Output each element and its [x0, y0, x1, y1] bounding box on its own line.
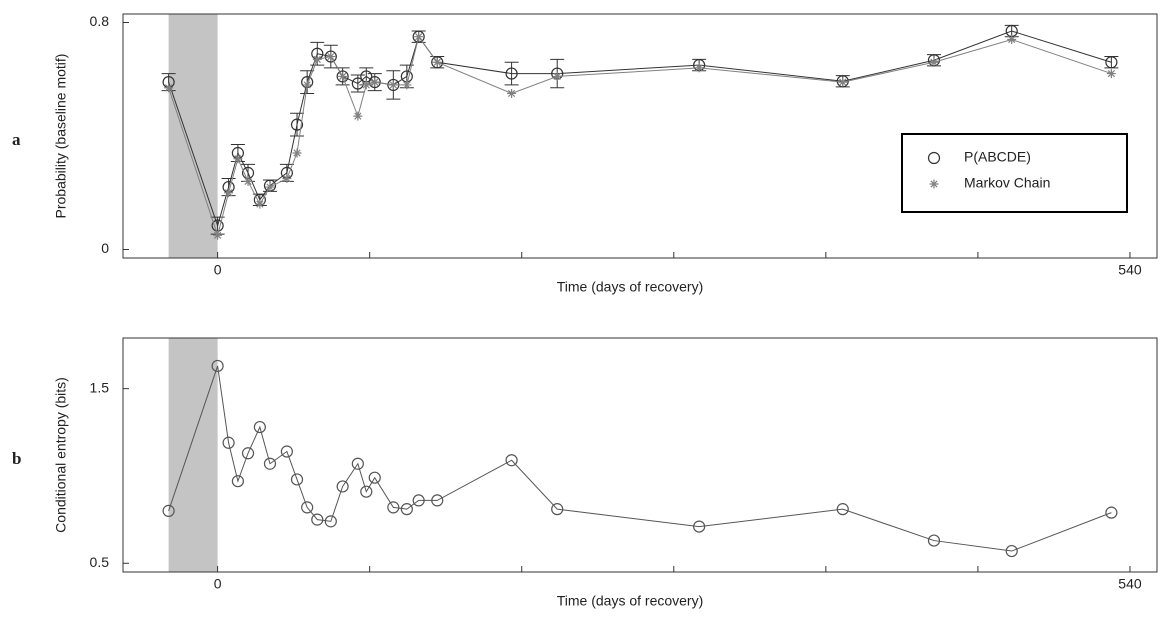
x-tick-label: 0	[214, 576, 222, 592]
legend-label: P(ABCDE)	[964, 149, 1031, 165]
circle-marker	[927, 534, 941, 547]
asterisk-marker	[312, 54, 322, 64]
series-line	[168, 365, 1112, 552]
asterisk-marker	[338, 71, 348, 81]
asterisk-marker	[224, 188, 234, 198]
x-axis-label: Time (days of recovery)	[557, 593, 704, 609]
circle-marker	[311, 513, 324, 526]
circle-marker	[253, 420, 266, 434]
asterisk-marker	[929, 57, 939, 67]
asterisk-marker	[388, 80, 398, 90]
asterisk-marker	[326, 52, 336, 62]
circle-marker	[360, 485, 373, 498]
asterisk-marker	[552, 71, 562, 81]
circle-marker	[211, 359, 224, 373]
circle-marker	[336, 70, 349, 83]
asterisk-marker	[1106, 69, 1116, 79]
asterisk-marker	[432, 57, 442, 67]
panel-label: a	[12, 130, 21, 149]
asterisk-marker	[929, 179, 939, 189]
y-tick-label: 0.8	[90, 13, 110, 29]
circle-marker	[231, 475, 244, 488]
x-axis-label: Time (days of recovery)	[557, 279, 704, 295]
circle-marker	[836, 503, 849, 516]
legend-label: Markov Chain	[964, 175, 1050, 191]
asterisk-marker	[694, 63, 704, 73]
asterisk-marker	[255, 199, 265, 209]
error-bar	[290, 112, 305, 137]
asterisk-marker	[265, 182, 275, 192]
circle-marker	[162, 504, 175, 517]
circle-marker	[431, 56, 444, 69]
circle-marker	[927, 151, 941, 165]
error-bar	[504, 61, 519, 86]
circle-marker	[505, 454, 518, 467]
y-axis-label: Probability (baseline motif)	[53, 54, 69, 219]
asterisk-marker	[233, 154, 243, 164]
y-tick-label: 0.5	[90, 554, 110, 570]
circle-marker	[1105, 56, 1118, 69]
circle-marker	[400, 503, 413, 516]
circle-marker	[324, 515, 337, 528]
asterisk-marker	[361, 80, 371, 90]
x-tick-label: 0	[214, 262, 222, 278]
circle-marker	[693, 520, 706, 533]
circle-marker	[431, 494, 444, 507]
asterisk-marker	[302, 80, 312, 90]
asterisk-marker	[164, 83, 174, 93]
circle-marker	[551, 503, 564, 516]
circle-marker	[351, 77, 364, 90]
asterisk-marker	[838, 77, 848, 87]
y-tick-label: 0	[101, 240, 109, 256]
axes-box	[122, 13, 1158, 259]
y-tick-label: 1.5	[90, 379, 110, 395]
circle-marker	[351, 457, 364, 470]
axes-box	[122, 337, 1158, 573]
circle-marker	[280, 445, 293, 458]
legend: P(ABCDE) Markov Chain	[901, 133, 1128, 213]
circle-marker	[290, 118, 304, 131]
asterisk-marker	[353, 111, 363, 121]
legend-box	[901, 133, 1128, 213]
circle-marker	[301, 501, 314, 514]
circle-marker	[290, 473, 304, 486]
asterisk-marker	[282, 174, 292, 184]
panel-1: 0.5 1.5 0 540 Time (days of recovery) Conditi…	[12, 337, 1158, 609]
circle-marker	[1105, 506, 1118, 519]
circle-marker	[222, 436, 235, 449]
asterisk-marker	[370, 77, 380, 87]
asterisk-marker	[213, 230, 223, 240]
circle-marker	[368, 471, 381, 484]
circle-marker	[263, 457, 277, 470]
circle-marker	[336, 480, 349, 493]
circle-marker	[387, 501, 400, 514]
asterisk-marker	[507, 88, 517, 98]
asterisk-marker	[292, 148, 302, 158]
circle-marker	[412, 30, 425, 43]
x-tick-label: 540	[1118, 576, 1142, 592]
asterisk-marker	[402, 80, 412, 90]
panel-label: b	[12, 449, 21, 468]
asterisk-marker	[243, 176, 253, 186]
circle-marker	[241, 447, 255, 460]
panel-0: 0 0.8 0 540 Time (days of recovery) Probabili…	[12, 13, 1158, 295]
circle-marker	[324, 50, 337, 63]
circle-marker	[505, 67, 518, 80]
x-tick-label: 540	[1118, 262, 1142, 278]
asterisk-marker	[1007, 35, 1017, 45]
shaded-region	[168, 14, 218, 258]
y-axis-label: Conditional entropy (bits)	[53, 377, 69, 533]
shaded-region	[168, 338, 218, 572]
circle-marker	[412, 494, 425, 507]
asterisk-marker	[414, 32, 424, 42]
circle-marker	[1005, 544, 1018, 558]
